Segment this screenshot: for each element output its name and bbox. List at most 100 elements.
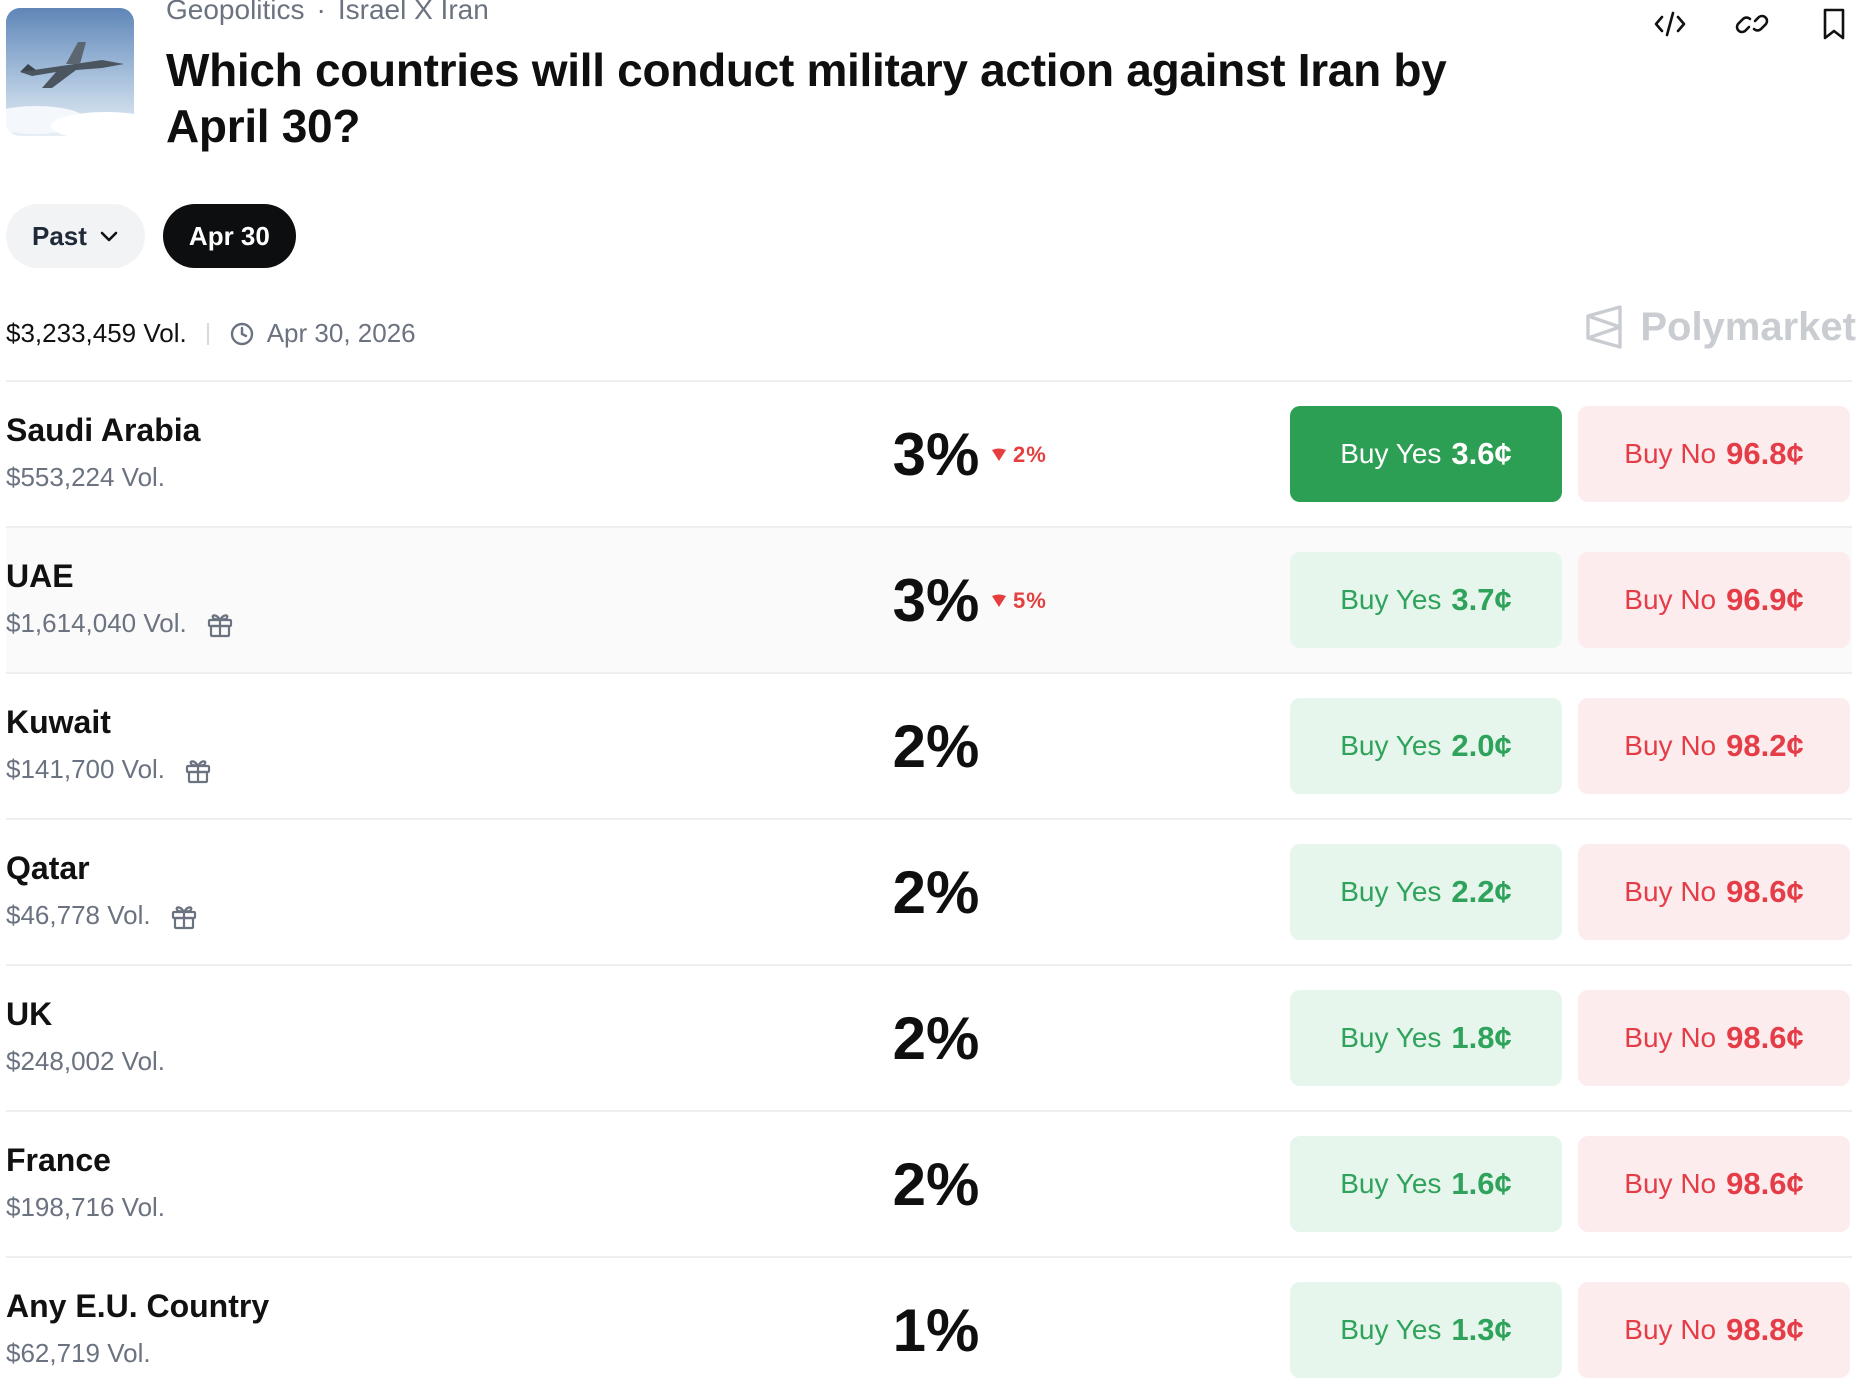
buy-no-price: 96.9¢: [1726, 582, 1804, 617]
buy-yes-button[interactable]: Buy Yes 1.3¢: [1290, 1282, 1562, 1378]
chance-change-value: 5%: [1013, 588, 1047, 613]
chevron-down-icon: [100, 231, 118, 242]
market-volume-text: $141,700 Vol.: [6, 754, 166, 784]
market-volume-text: $62,719 Vol.: [6, 1338, 151, 1368]
buy-yes-label: Buy Yes: [1340, 1314, 1442, 1345]
market-row[interactable]: Saudi Arabia $553,224 Vol. 3% 2% Buy Yes 3.6¢…: [6, 382, 1852, 528]
buy-yes-label: Buy Yes: [1340, 876, 1442, 907]
buy-no-price: 96.8¢: [1726, 436, 1804, 471]
buy-no-label: Buy No: [1624, 1168, 1717, 1199]
change-down-icon: [991, 448, 1007, 462]
date-pill-apr-30[interactable]: Apr 30: [162, 204, 296, 268]
breadcrumb-topic[interactable]: Israel X Iran: [337, 0, 489, 25]
market-name[interactable]: Qatar: [6, 850, 90, 886]
polymarket-logo-icon: [1586, 305, 1623, 349]
market-volume-text: $46,778 Vol.: [6, 900, 151, 930]
buy-yes-price: 1.8¢: [1451, 1020, 1512, 1055]
market-name[interactable]: France: [6, 1142, 111, 1178]
change-down-icon: [991, 594, 1007, 608]
polymarket-logo: Polymarket: [1584, 304, 1856, 350]
chance-percent: 2%: [892, 713, 980, 780]
market-volume: $62,719 Vol.: [6, 1338, 151, 1369]
market-row[interactable]: Any E.U. Country $62,719 Vol. 1% Buy Yes 1.3…: [6, 1258, 1852, 1388]
past-dropdown[interactable]: Past: [6, 204, 145, 268]
buy-yes-price: 2.0¢: [1451, 728, 1512, 763]
end-date: Apr 30, 2026: [229, 318, 416, 349]
buy-yes-button[interactable]: Buy Yes 2.0¢: [1290, 698, 1562, 794]
breadcrumb-category[interactable]: Geopolitics: [166, 0, 305, 25]
buy-no-label: Buy No: [1624, 730, 1717, 761]
gift-icon[interactable]: [169, 901, 199, 931]
buy-no-price: 98.6¢: [1726, 1166, 1804, 1201]
buy-yes-price: 2.2¢: [1451, 874, 1512, 909]
market-volume-text: $1,614,040 Vol.: [6, 608, 187, 638]
buy-no-button[interactable]: Buy No 96.8¢: [1578, 406, 1850, 502]
market-row[interactable]: Kuwait $141,700 Vol. 2% Buy Yes 2.0¢ Buy No 98…: [6, 674, 1852, 820]
market-volume: $248,002 Vol.: [6, 1046, 165, 1077]
clock-icon: [230, 322, 253, 345]
chance-percent: 2%: [892, 1005, 980, 1072]
chance-change: 5%: [991, 588, 1047, 614]
market-name[interactable]: Saudi Arabia: [6, 412, 201, 448]
buy-yes-label: Buy Yes: [1340, 438, 1442, 469]
gift-icon[interactable]: [205, 609, 235, 639]
market-list: Saudi Arabia $553,224 Vol. 3% 2% Buy Yes 3.6¢…: [6, 380, 1852, 1388]
buy-yes-button[interactable]: Buy Yes 3.7¢: [1290, 552, 1562, 648]
date-filter: Past Apr 30: [6, 204, 296, 268]
breadcrumb-separator: ·: [316, 0, 326, 25]
market-name[interactable]: UK: [6, 996, 53, 1032]
market-volume: $553,224 Vol.: [6, 462, 165, 493]
buy-no-button[interactable]: Buy No 96.9¢: [1578, 552, 1850, 648]
buy-no-button[interactable]: Buy No 98.6¢: [1578, 1136, 1850, 1232]
end-date-text: Apr 30, 2026: [266, 318, 416, 348]
market-volume-text: $248,002 Vol.: [6, 1046, 166, 1076]
buy-no-label: Buy No: [1624, 1314, 1717, 1345]
buy-no-price: 98.6¢: [1726, 874, 1804, 909]
market-row[interactable]: Qatar $46,778 Vol. 2% Buy Yes 2.2¢ Buy No 98.6…: [6, 820, 1852, 966]
buy-yes-button[interactable]: Buy Yes 2.2¢: [1290, 844, 1562, 940]
total-volume: $3,233,459 Vol.: [6, 318, 187, 348]
copy-link-icon[interactable]: [1734, 6, 1770, 42]
chance-percent: 1%: [892, 1297, 980, 1364]
buy-no-price: 98.6¢: [1726, 1020, 1804, 1055]
buy-yes-button[interactable]: Buy Yes 1.6¢: [1290, 1136, 1562, 1232]
chance-percent: 2%: [892, 859, 980, 926]
buy-yes-price: 1.3¢: [1451, 1312, 1512, 1347]
chance-percent: 3%: [892, 421, 980, 488]
gift-icon[interactable]: [183, 755, 213, 785]
market-name[interactable]: Any E.U. Country: [6, 1288, 270, 1324]
header-actions: [1652, 6, 1852, 42]
market-row[interactable]: UAE $1,614,040 Vol. 3% 5% Buy Yes 3.7¢ Buy No 9…: [6, 528, 1852, 674]
buy-no-button[interactable]: Buy No 98.6¢: [1578, 990, 1850, 1086]
buy-yes-label: Buy Yes: [1340, 730, 1442, 761]
buy-no-price: 98.2¢: [1726, 728, 1804, 763]
buy-no-label: Buy No: [1624, 1022, 1717, 1053]
buy-no-button[interactable]: Buy No 98.6¢: [1578, 844, 1850, 940]
breadcrumb: Geopolitics · Israel X Iran: [166, 0, 489, 26]
buy-yes-price: 1.6¢: [1451, 1166, 1512, 1201]
buy-no-button[interactable]: Buy No 98.8¢: [1578, 1282, 1850, 1378]
buy-yes-label: Buy Yes: [1340, 584, 1442, 615]
market-volume-text: $553,224 Vol.: [6, 462, 166, 492]
market-row[interactable]: France $198,716 Vol. 2% Buy Yes 1.6¢ Buy No 98…: [6, 1112, 1852, 1258]
buy-yes-price: 3.7¢: [1451, 582, 1512, 617]
brand-name: Polymarket: [1640, 304, 1856, 349]
buy-no-label: Buy No: [1624, 876, 1717, 907]
meta-divider: [206, 322, 209, 345]
market-meta: $3,233,459 Vol. Apr 30, 2026: [6, 318, 416, 349]
market-name[interactable]: UAE: [6, 558, 74, 594]
market-volume: $46,778 Vol.: [6, 900, 199, 931]
past-label: Past: [32, 220, 87, 251]
market-volume: $198,716 Vol.: [6, 1192, 165, 1223]
buy-yes-button[interactable]: Buy Yes 1.8¢: [1290, 990, 1562, 1086]
market-row[interactable]: UK $248,002 Vol. 2% Buy Yes 1.8¢ Buy No 98.6¢: [6, 966, 1852, 1112]
buy-yes-button[interactable]: Buy Yes 3.6¢: [1290, 406, 1562, 502]
buy-no-label: Buy No: [1624, 584, 1717, 615]
market-name[interactable]: Kuwait: [6, 704, 111, 740]
chance-percent: 2%: [892, 1151, 980, 1218]
bookmark-icon[interactable]: [1816, 6, 1852, 42]
embed-code-icon[interactable]: [1652, 6, 1688, 42]
buy-no-button[interactable]: Buy No 98.2¢: [1578, 698, 1850, 794]
buy-no-label: Buy No: [1624, 438, 1717, 469]
page-title: Which countries will conduct military ac…: [166, 44, 1447, 152]
